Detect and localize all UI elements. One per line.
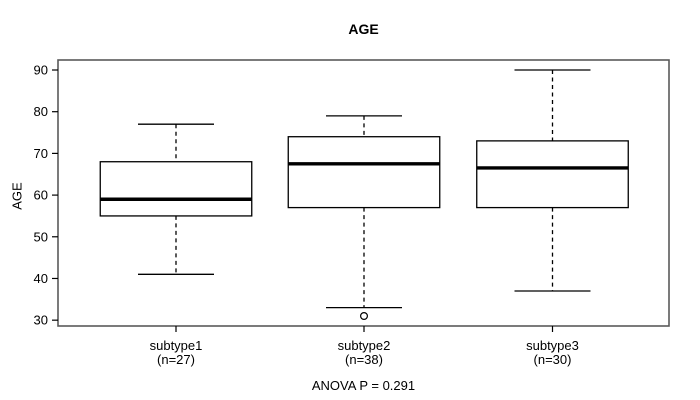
x-category-sublabel: (n=38) — [345, 352, 383, 367]
boxplot-subtype2 — [287, 115, 441, 320]
iqr-box — [476, 140, 629, 209]
iqr-box — [99, 161, 253, 217]
y-axis-tick-label: 40 — [34, 271, 48, 286]
iqr-box — [287, 136, 441, 209]
outlier-point — [360, 311, 369, 320]
chart-title: AGE — [348, 21, 379, 37]
x-category-sublabel: (n=27) — [157, 352, 195, 367]
y-axis-tick-label: 90 — [34, 63, 48, 78]
y-axis-tick-label: 70 — [34, 146, 48, 161]
x-category-label: subtype3 — [526, 338, 579, 353]
anova-annotation: ANOVA P = 0.291 — [311, 378, 416, 393]
x-category-label: subtype2 — [338, 338, 391, 353]
y-axis-tick-label: 30 — [34, 313, 48, 328]
x-category-label: subtype1 — [150, 338, 203, 353]
y-axis-tick-label: 80 — [34, 104, 48, 119]
x-category-sublabel: (n=30) — [534, 352, 572, 367]
y-axis-tick-label: 50 — [34, 229, 48, 244]
y-axis-tick-label: 60 — [34, 188, 48, 203]
boxplot-subtype1 — [99, 123, 253, 275]
boxplot-subtype3 — [476, 69, 629, 292]
